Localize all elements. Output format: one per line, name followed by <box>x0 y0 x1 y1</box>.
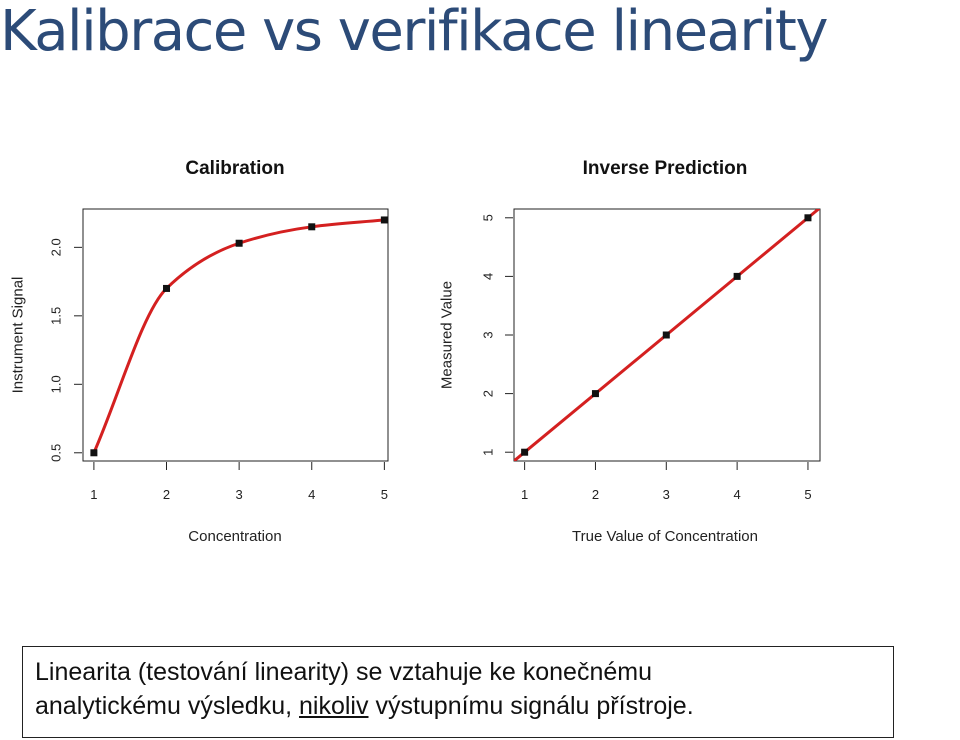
y-tick-label: 1.0 <box>49 375 64 393</box>
y-tick-label: 2 <box>481 390 496 397</box>
x-tick-label: 5 <box>804 487 811 502</box>
chart-title: Calibration <box>185 158 284 179</box>
data-point <box>591 390 599 398</box>
inverse-prediction-chart: Inverse Prediction 1 2 3 4 5 1 2 3 4 5 True Value o… <box>439 158 821 545</box>
y-axis-label: Measured Value <box>439 281 456 389</box>
data-point <box>662 331 670 339</box>
y-tick-label: 2.0 <box>49 238 64 256</box>
data-point <box>90 449 98 457</box>
note-line-2-end: výstupnímu signálu přístroje. <box>368 692 694 720</box>
y-axis: 1 2 3 4 5 <box>481 214 513 456</box>
note-line-2-start: analytickému výsledku, <box>35 692 300 720</box>
y-tick-label: 3 <box>481 331 496 338</box>
y-axis-label: Instrument Signal <box>10 277 27 394</box>
plot-frame <box>82 208 389 462</box>
fit-curve <box>92 218 386 455</box>
x-tick-label: 4 <box>734 487 741 502</box>
chart-title: Inverse Prediction <box>583 158 748 179</box>
x-tick-label: 2 <box>592 487 599 502</box>
y-tick-label: 1.5 <box>49 307 64 325</box>
x-axis-label: True Value of Concentration <box>572 528 758 545</box>
x-tick-label: 5 <box>381 487 388 502</box>
data-point <box>521 448 529 456</box>
data-point <box>235 239 243 247</box>
data-point <box>380 216 388 224</box>
x-tick-label: 2 <box>163 487 170 502</box>
slide-title: Kalibrace vs verifikace linearity <box>0 0 829 64</box>
data-point <box>733 272 741 280</box>
plot-frame <box>513 208 821 462</box>
x-axis-label: Concentration <box>188 528 281 545</box>
x-tick-label: 1 <box>90 487 97 502</box>
y-tick-label: 5 <box>481 214 496 221</box>
data-points <box>90 216 388 457</box>
note-underlined-word: nikoliv <box>299 692 369 720</box>
x-tick-label: 3 <box>663 487 670 502</box>
y-axis: 0.5 1.0 1.5 2.0 <box>49 238 82 462</box>
data-point <box>308 223 316 231</box>
note-line-2: analytickému výsledku, nikoliv výstupním… <box>35 689 893 723</box>
x-tick-label: 3 <box>236 487 243 502</box>
data-points <box>521 214 812 456</box>
data-point <box>163 284 171 292</box>
data-point <box>804 214 812 222</box>
calibration-chart: Calibration 1 2 3 4 5 0.5 1.0 1.5 2.0 Concentratio… <box>10 158 389 545</box>
y-tick-label: 4 <box>481 273 496 280</box>
x-tick-label: 1 <box>521 487 528 502</box>
x-axis: 1 2 3 4 5 <box>521 462 812 502</box>
charts-area: Calibration 1 2 3 4 5 0.5 1.0 1.5 2.0 Concentratio… <box>10 158 821 545</box>
plot-area <box>92 218 386 455</box>
note-box: Linearita (testování linearity) se vztah… <box>22 646 894 738</box>
note-line-1: Linearita (testování linearity) se vztah… <box>35 658 652 686</box>
y-tick-label: 0.5 <box>49 444 64 462</box>
x-tick-label: 4 <box>308 487 315 502</box>
x-axis: 1 2 3 4 5 <box>90 462 388 502</box>
y-tick-label: 1 <box>481 449 496 456</box>
